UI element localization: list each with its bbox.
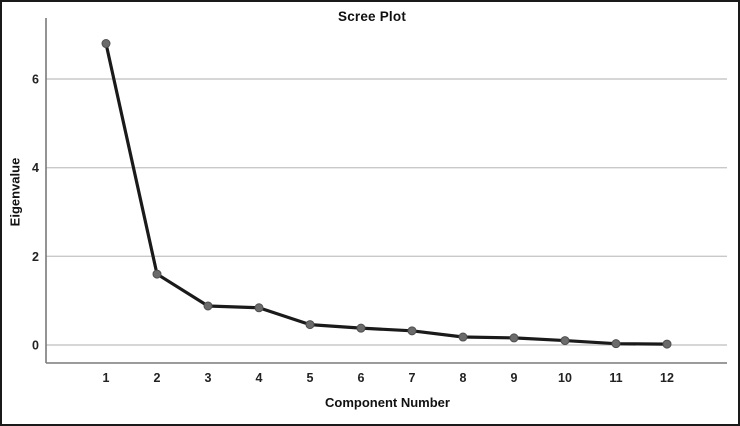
data-point-marker: [101, 39, 111, 49]
x-tick-label: 9: [511, 371, 518, 385]
scree-line: [104, 41, 669, 346]
y-tick-label: 2: [32, 250, 39, 264]
y-tick-label: 6: [32, 73, 39, 87]
x-tick-label: 8: [460, 371, 467, 385]
data-point-marker: [407, 326, 417, 336]
scree-polyline: [104, 41, 669, 346]
data-point-marker: [152, 269, 162, 279]
chart-title: Scree Plot: [337, 9, 407, 24]
x-tick-label: 7: [409, 371, 416, 385]
data-point-marker: [662, 339, 672, 349]
x-tick-label: 3: [205, 371, 212, 385]
y-tick-labels: 0 2 4 6: [32, 73, 39, 353]
x-tick-label: 10: [558, 371, 572, 385]
x-tick-label: 1: [103, 371, 110, 385]
data-point-marker: [611, 339, 621, 349]
data-point-marker: [560, 336, 570, 346]
x-tick-label: 12: [660, 371, 674, 385]
data-point-marker: [509, 333, 519, 343]
data-point-markers: [101, 39, 672, 349]
data-point-marker: [458, 332, 468, 342]
x-tick-label: 2: [154, 371, 161, 385]
x-tick-label: 5: [307, 371, 314, 385]
x-tick-label: 6: [358, 371, 365, 385]
data-point-marker: [305, 320, 315, 330]
x-tick-label: 11: [609, 371, 622, 385]
y-tick-label: 0: [32, 339, 39, 353]
y-axis-label: Eigenvalue: [7, 157, 23, 227]
x-axis-label: Component Number: [325, 395, 450, 410]
x-tick-labels: 1 2 3 4 5 6 7 8 9 10 11 12: [103, 371, 674, 385]
axes: [45, 18, 727, 364]
data-point-marker: [254, 303, 264, 313]
data-point-marker: [203, 301, 213, 311]
y-tick-label: 4: [32, 161, 39, 175]
gridlines: [46, 78, 727, 346]
x-tick-label: 4: [256, 371, 263, 385]
data-point-marker: [356, 323, 366, 333]
